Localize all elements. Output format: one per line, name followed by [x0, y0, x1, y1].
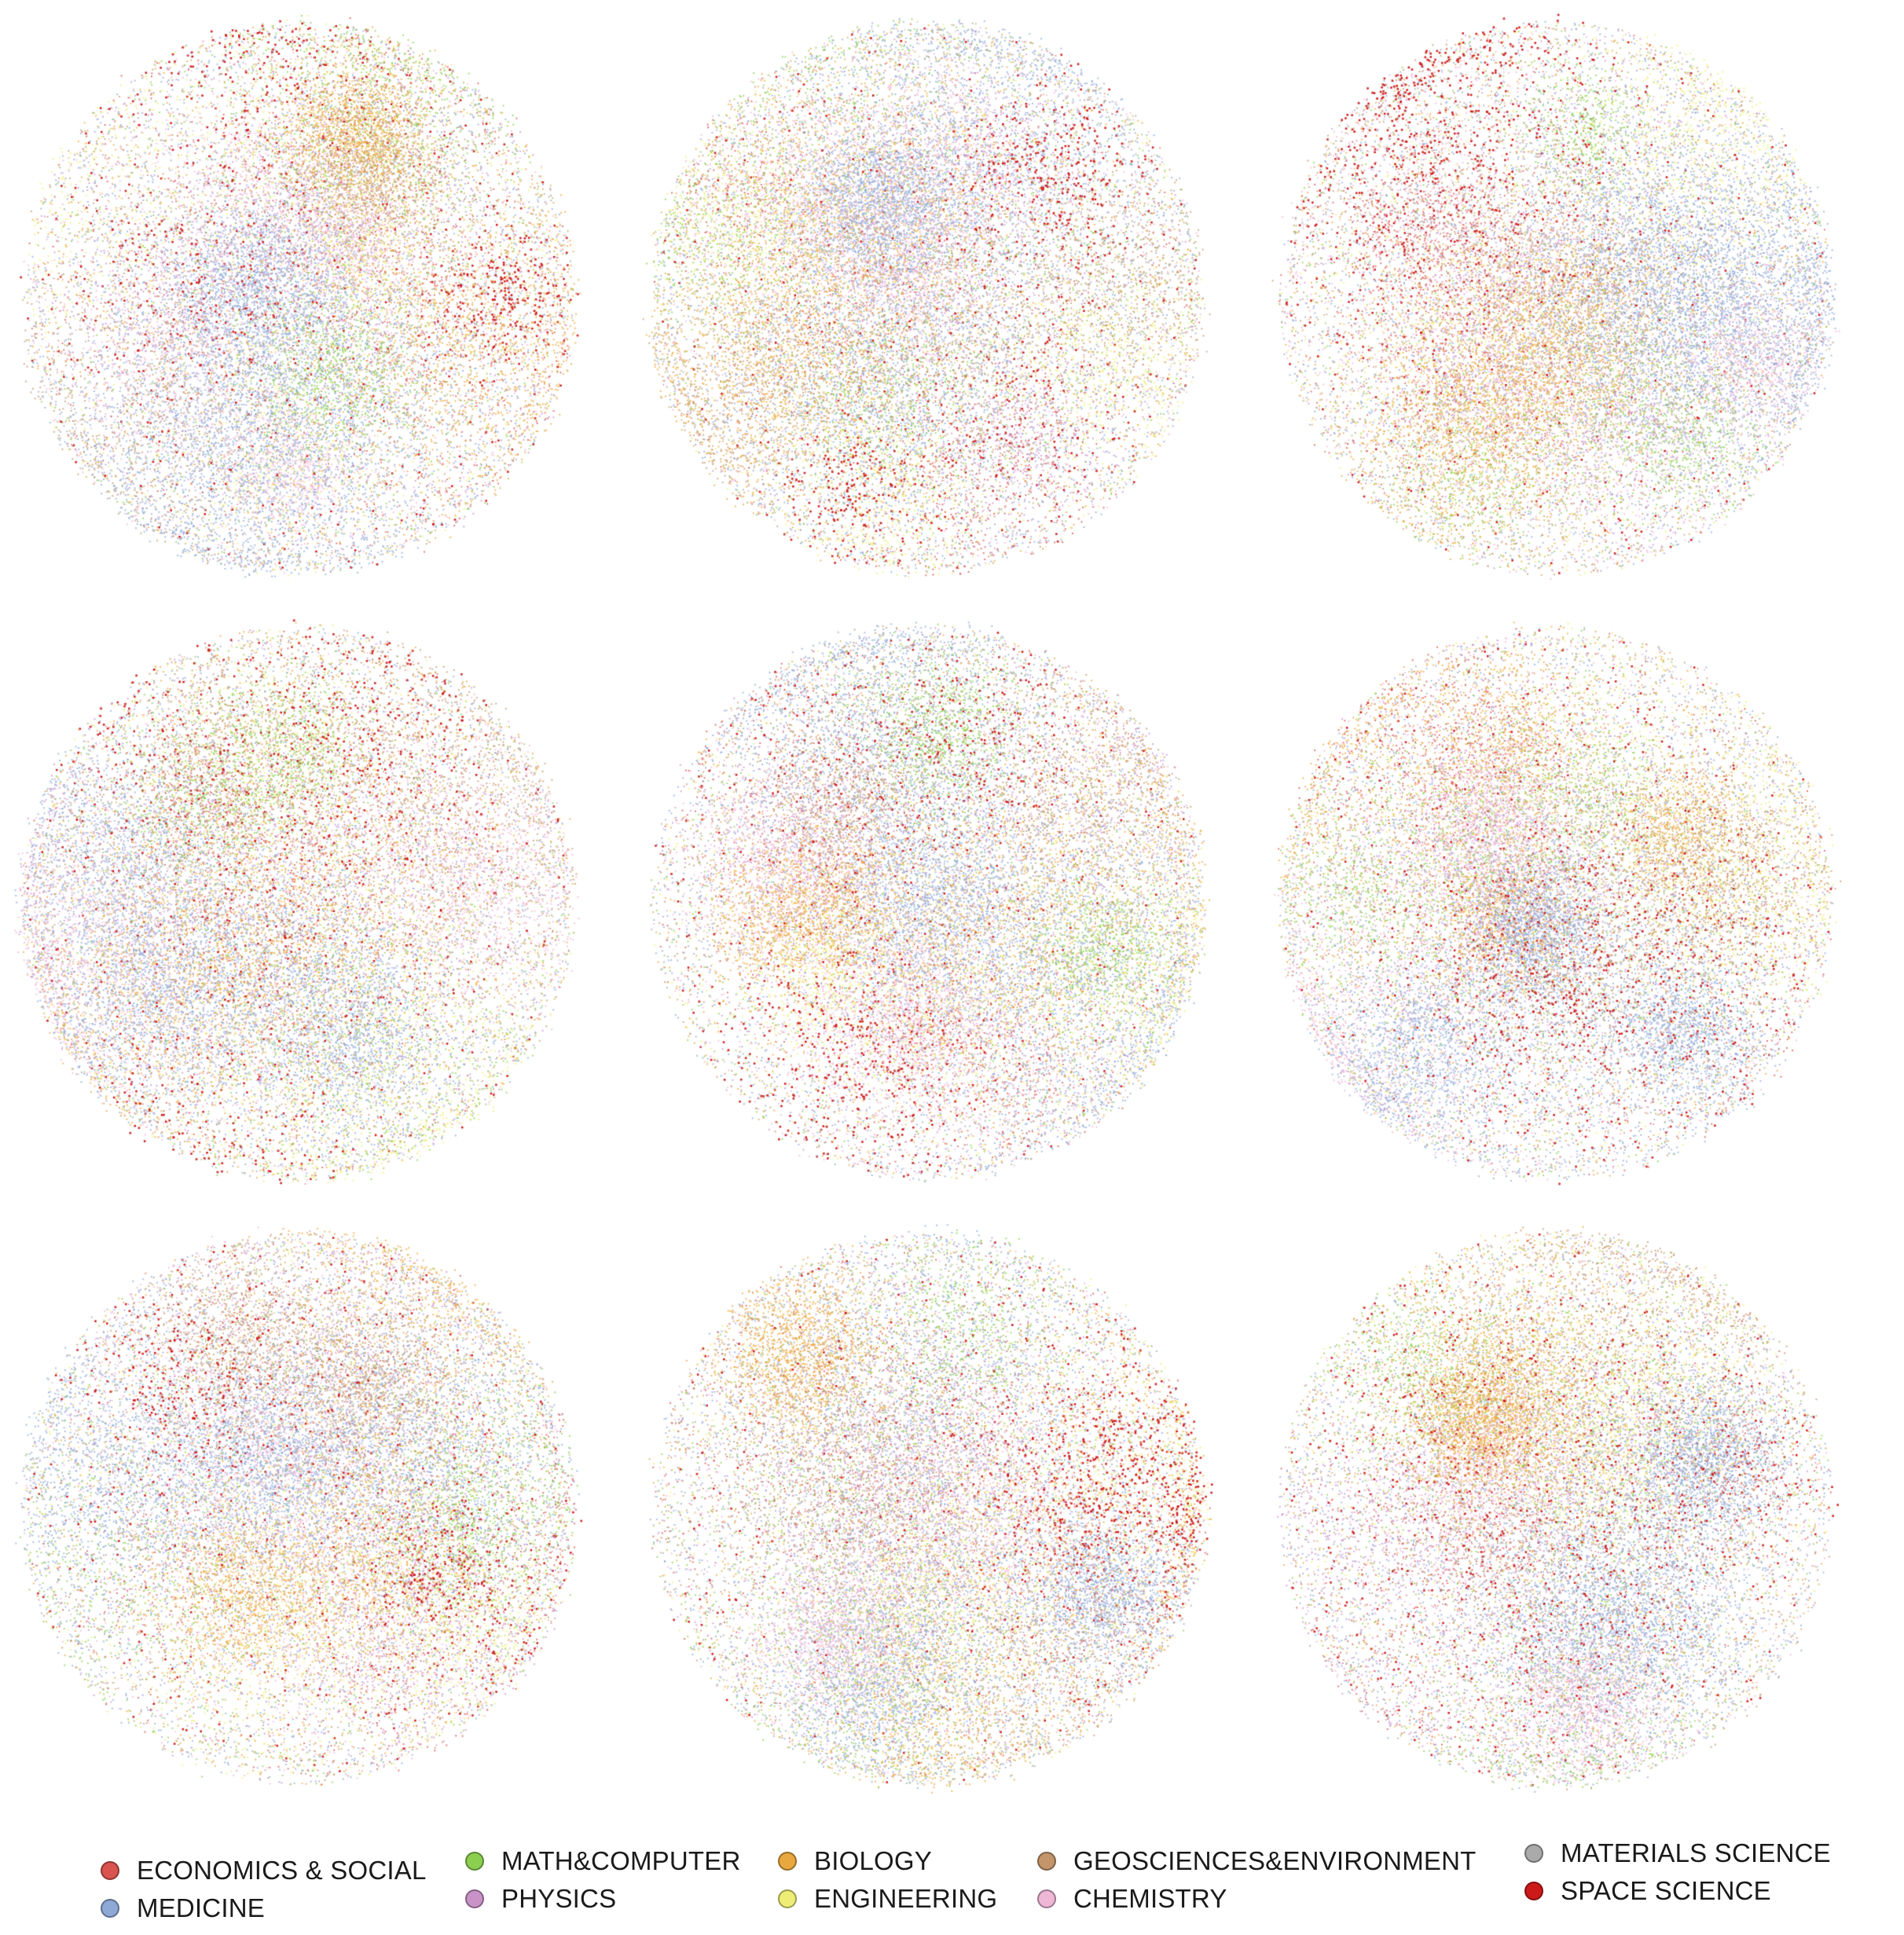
- legend-item-engineering: ENGINEERING: [778, 1884, 997, 1914]
- legend-label: MEDICINE: [137, 1893, 265, 1922]
- scatter-canvas-3: [1257, 0, 1854, 597]
- scatter-panel-7: [0, 1210, 597, 1807]
- legend-item-biology: BIOLOGY: [778, 1846, 932, 1876]
- legend-swatch-biology: [778, 1852, 797, 1871]
- legend-label: MATH&COMPUTER: [501, 1846, 741, 1875]
- legend-swatch-materials-science: [1524, 1844, 1543, 1863]
- legend-label: GEOSCIENCES&ENVIRONMENT: [1073, 1846, 1477, 1875]
- legend-swatch-physics: [465, 1889, 484, 1908]
- legend-swatch-medicine: [101, 1899, 119, 1918]
- legend-swatch-space-science: [1524, 1882, 1543, 1900]
- legend-swatch-engineering: [778, 1889, 797, 1908]
- legend-item-geosciences-environment: GEOSCIENCES&ENVIRONMENT: [1037, 1846, 1477, 1876]
- scatter-panel-9: [1257, 1210, 1854, 1807]
- legend-item-medicine: MEDICINE: [101, 1893, 265, 1923]
- legend-swatch-geosciences-environment: [1037, 1852, 1056, 1871]
- legend-label: SPACE SCIENCE: [1561, 1876, 1771, 1905]
- scatter-panel-8: [629, 1210, 1226, 1807]
- legend-label: CHEMISTRY: [1073, 1884, 1227, 1913]
- scatter-canvas-5: [629, 605, 1226, 1202]
- legend-item-chemistry: CHEMISTRY: [1037, 1884, 1227, 1914]
- scatter-canvas-1: [0, 0, 597, 597]
- scatter-canvas-7: [0, 1210, 597, 1807]
- legend-swatch-math-computer: [465, 1852, 484, 1871]
- legend-swatch-economics-social: [101, 1861, 119, 1880]
- legend-item-math-computer: MATH&COMPUTER: [465, 1846, 740, 1876]
- legend-item-materials-science: MATERIALS SCIENCE: [1524, 1838, 1831, 1868]
- legend-label: ENGINEERING: [814, 1884, 998, 1913]
- scatter-panel-1: [0, 0, 597, 597]
- scatter-panel-3: [1257, 0, 1854, 597]
- scatter-canvas-4: [0, 605, 597, 1202]
- legend-item-economics-social: ECONOMICS & SOCIAL: [101, 1856, 427, 1886]
- legend-label: MATERIALS SCIENCE: [1561, 1838, 1831, 1867]
- scatter-panel-2: [629, 0, 1226, 597]
- legend-swatch-chemistry: [1037, 1889, 1056, 1908]
- scatter-panel-4: [0, 605, 597, 1202]
- scatter-canvas-6: [1257, 605, 1854, 1202]
- scatter-canvas-2: [629, 0, 1226, 597]
- legend-label: BIOLOGY: [814, 1846, 932, 1875]
- legend-item-physics: PHYSICS: [465, 1884, 616, 1914]
- legend-label: ECONOMICS & SOCIAL: [137, 1856, 427, 1885]
- legend-label: PHYSICS: [501, 1884, 617, 1913]
- scatter-panels-grid: [0, 0, 1854, 1807]
- legend: ECONOMICS & SOCIAL MEDICINE MATH&COMPUTE…: [0, 1831, 1904, 1935]
- scatter-canvas-8: [629, 1210, 1226, 1807]
- scatter-panel-5: [629, 605, 1226, 1202]
- scatter-panel-6: [1257, 605, 1854, 1202]
- scatter-canvas-9: [1257, 1210, 1854, 1807]
- legend-item-space-science: SPACE SCIENCE: [1524, 1876, 1771, 1906]
